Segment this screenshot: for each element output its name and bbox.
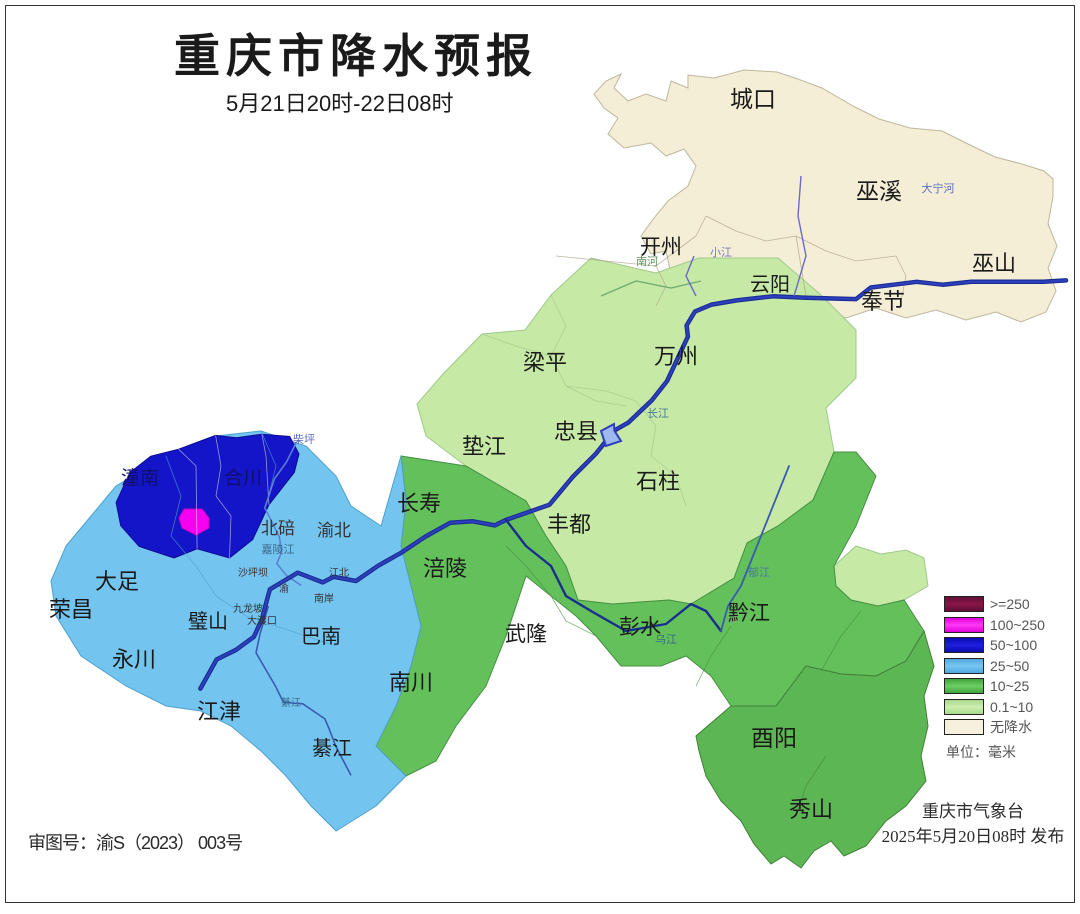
- svg-text:万州: 万州: [654, 344, 698, 369]
- svg-text:大足: 大足: [95, 569, 139, 594]
- svg-text:北碚: 北碚: [261, 519, 295, 538]
- svg-text:巫溪: 巫溪: [856, 179, 902, 204]
- svg-text:渝: 渝: [279, 582, 289, 595]
- svg-text:城口: 城口: [730, 87, 776, 112]
- svg-text:巫山: 巫山: [972, 251, 1016, 276]
- svg-text:南岸: 南岸: [314, 592, 334, 605]
- svg-text:武隆: 武隆: [505, 622, 547, 646]
- svg-text:秀山: 秀山: [789, 797, 833, 822]
- svg-text:郁江: 郁江: [748, 565, 770, 579]
- svg-text:奉节: 奉节: [861, 289, 905, 314]
- svg-text:云阳: 云阳: [750, 273, 790, 296]
- svg-text:潼南: 潼南: [121, 467, 159, 489]
- svg-text:南川: 南川: [389, 670, 433, 695]
- svg-text:大宁河: 大宁河: [922, 181, 955, 195]
- svg-text:乌江: 乌江: [655, 632, 677, 646]
- svg-text:忠县: 忠县: [554, 419, 598, 444]
- svg-text:长寿: 长寿: [397, 491, 441, 516]
- svg-text:沙坪坝: 沙坪坝: [238, 566, 268, 579]
- svg-text:柴坪: 柴坪: [293, 432, 315, 446]
- svg-text:梁平: 梁平: [523, 350, 567, 375]
- svg-text:丰都: 丰都: [547, 512, 591, 537]
- svg-text:大渡口: 大渡口: [247, 614, 277, 627]
- svg-text:江北: 江北: [329, 567, 349, 579]
- svg-text:永川: 永川: [112, 647, 156, 672]
- svg-text:綦江: 綦江: [281, 696, 301, 709]
- svg-text:酉阳: 酉阳: [751, 726, 797, 751]
- svg-text:南河: 南河: [636, 255, 658, 268]
- svg-text:江津: 江津: [197, 699, 241, 724]
- svg-text:小江: 小江: [710, 246, 732, 259]
- svg-text:石柱: 石柱: [636, 469, 680, 494]
- svg-text:渝北: 渝北: [317, 521, 351, 540]
- svg-text:綦江: 綦江: [312, 737, 352, 760]
- svg-text:荣昌: 荣昌: [49, 597, 93, 622]
- svg-text:长江: 长江: [647, 407, 669, 420]
- svg-text:巴南: 巴南: [301, 625, 341, 648]
- svg-text:垫江: 垫江: [462, 434, 506, 459]
- svg-text:黔江: 黔江: [728, 601, 770, 625]
- svg-text:九龙坡: 九龙坡: [233, 602, 263, 615]
- svg-text:合川: 合川: [224, 467, 262, 489]
- svg-text:嘉陵江: 嘉陵江: [262, 542, 295, 556]
- svg-text:涪陵: 涪陵: [423, 556, 467, 581]
- svg-text:璧山: 璧山: [188, 610, 228, 633]
